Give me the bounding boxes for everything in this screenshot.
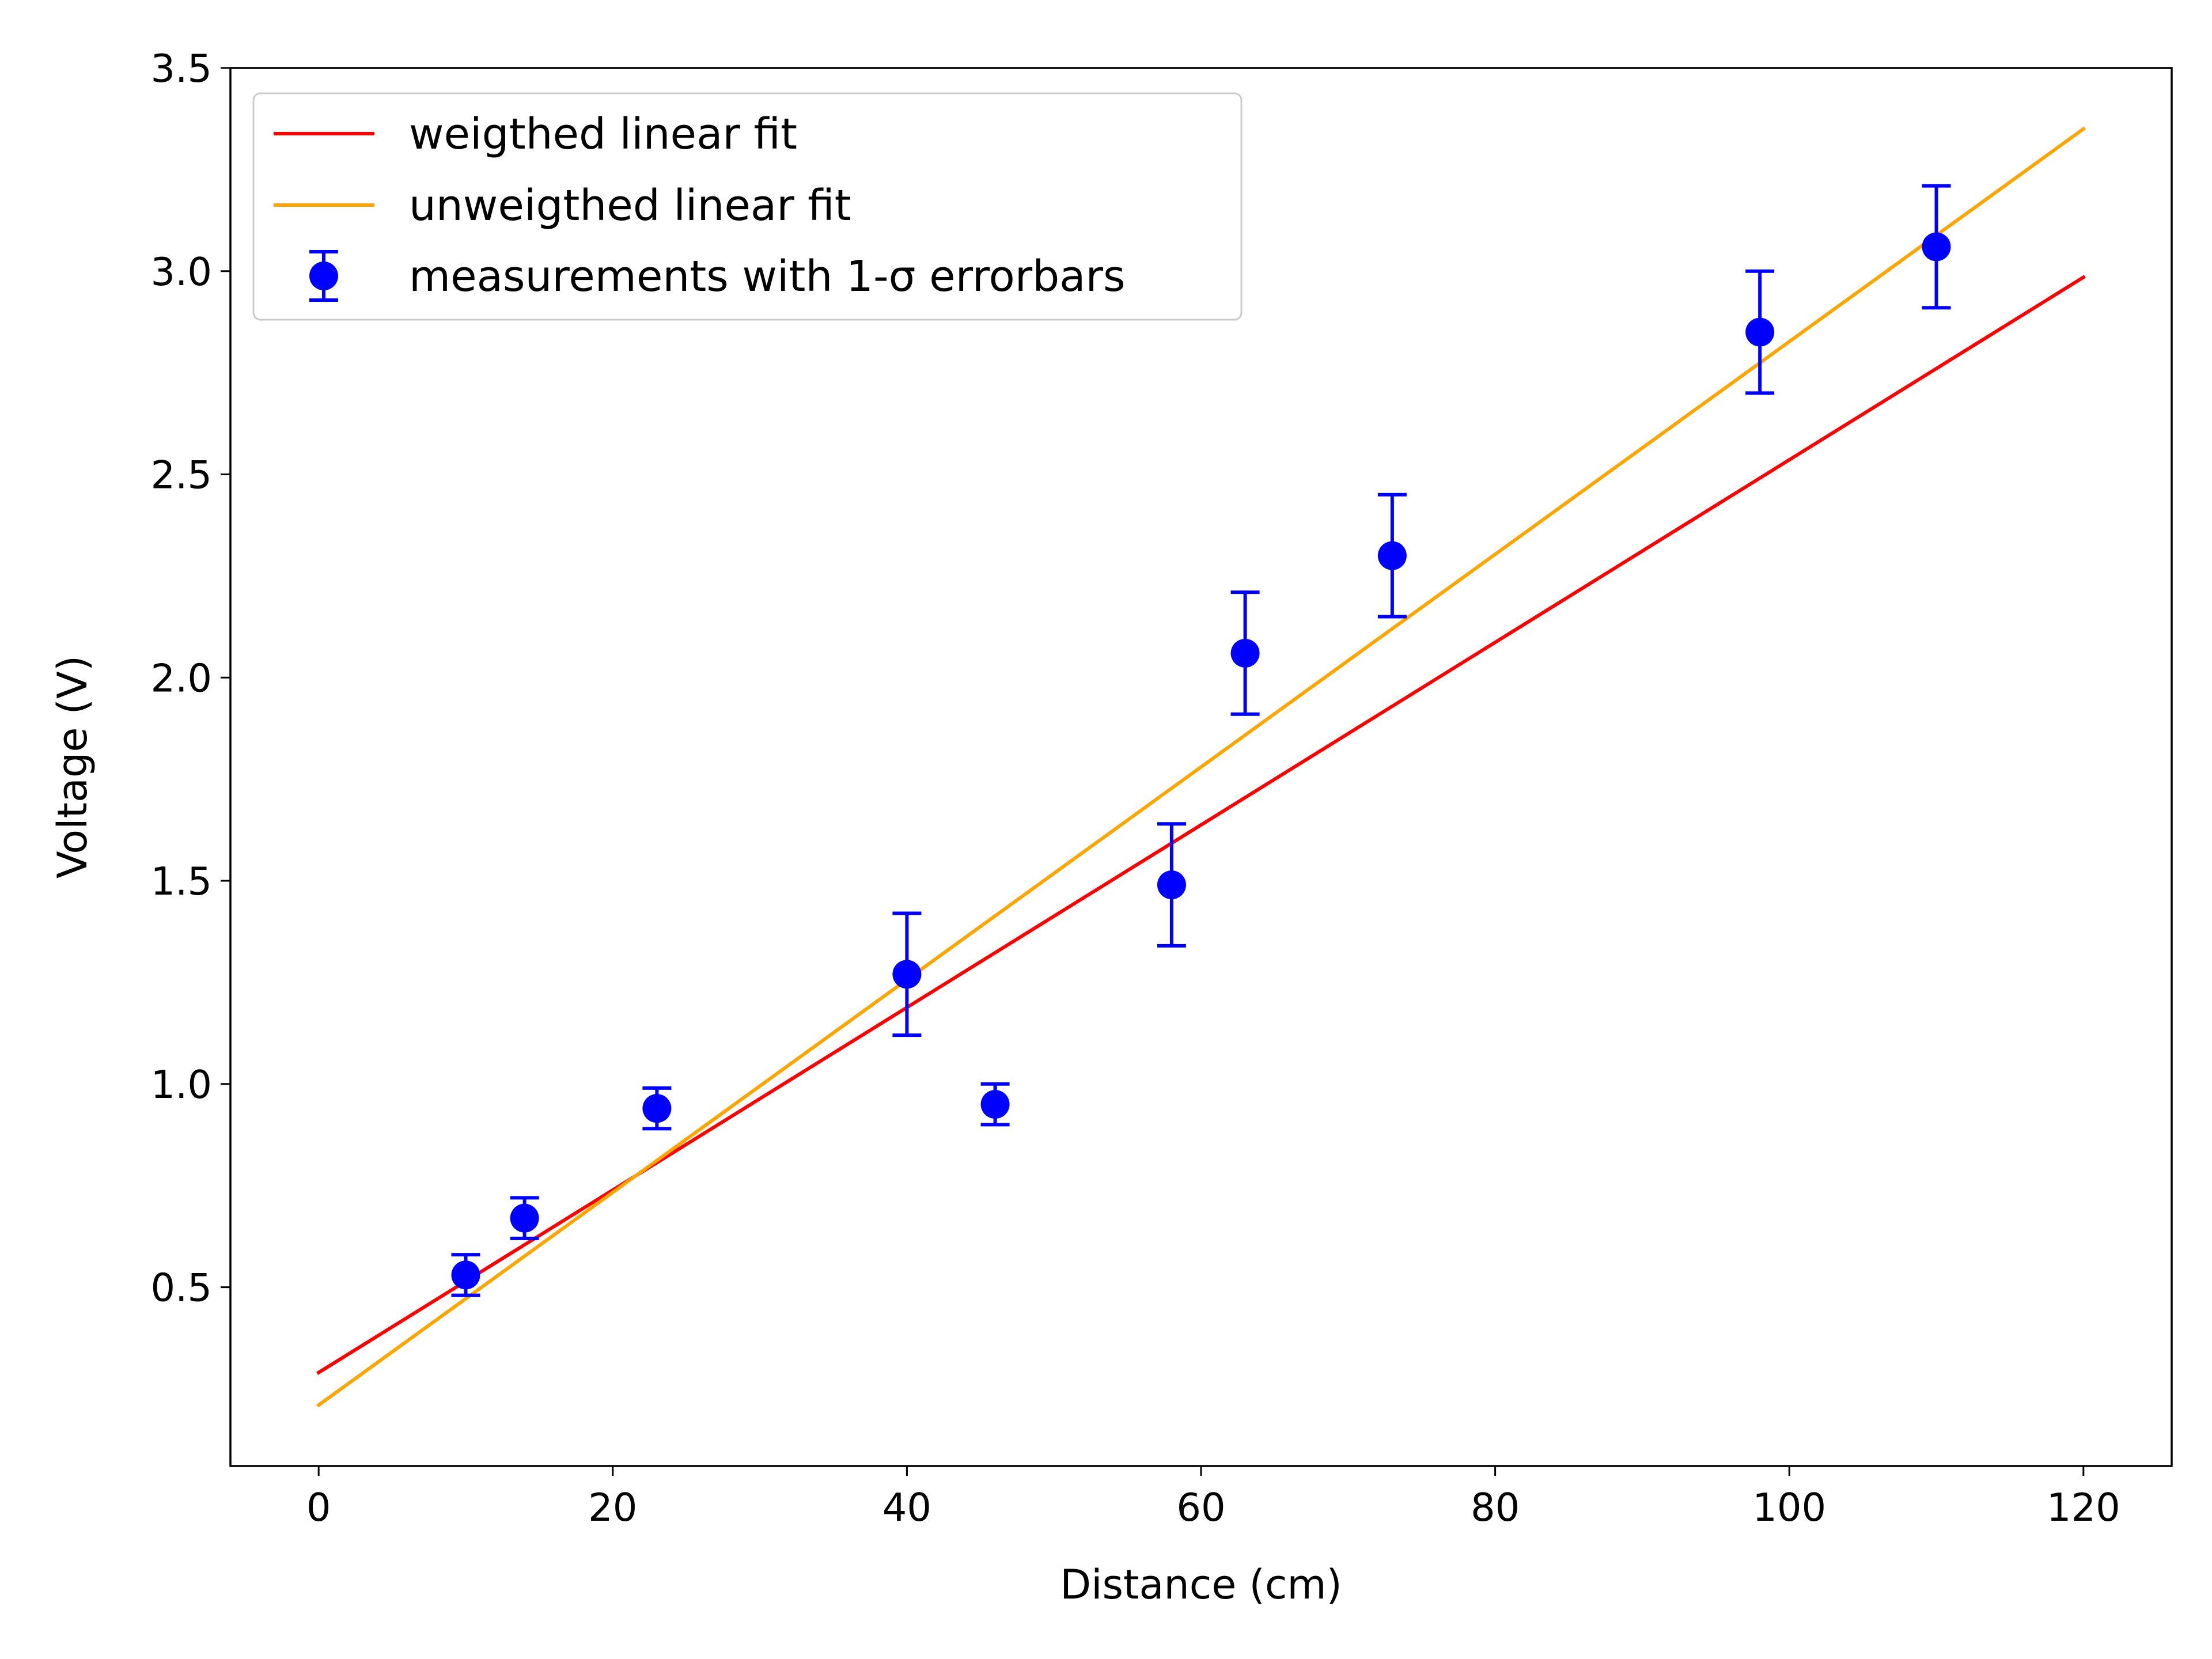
x-tick-label: 80 bbox=[1471, 1485, 1520, 1530]
x-axis-label: Distance (cm) bbox=[1060, 1561, 1342, 1608]
data-point bbox=[980, 1090, 1010, 1119]
data-point bbox=[1157, 870, 1186, 900]
legend-label: unweigthed linear fit bbox=[409, 181, 851, 230]
series-line bbox=[316, 126, 2086, 1408]
x-tick-label: 40 bbox=[882, 1485, 931, 1530]
y-axis-label: Voltage (V) bbox=[49, 656, 96, 878]
data-point bbox=[1922, 232, 1951, 262]
data-point bbox=[642, 1094, 672, 1123]
legend-label: weigthed linear fit bbox=[409, 109, 797, 159]
y-tick-label: 1.5 bbox=[150, 859, 212, 904]
y-tick-label: 2.0 bbox=[150, 656, 212, 700]
x-tick-label: 120 bbox=[2047, 1485, 2120, 1530]
legend-box bbox=[252, 92, 1243, 321]
series-line bbox=[316, 275, 2086, 1375]
data-point bbox=[451, 1260, 480, 1290]
y-tick-label: 0.5 bbox=[150, 1266, 212, 1310]
y-tick-label: 3.0 bbox=[150, 249, 212, 294]
y-tick-label: 2.5 bbox=[150, 453, 212, 498]
legend: weigthed linear fit unweigthed linear fit… bbox=[252, 92, 1243, 321]
data-point bbox=[892, 960, 922, 989]
y-tick-label: 3.5 bbox=[150, 46, 212, 91]
data-point bbox=[1745, 317, 1775, 347]
x-tick-label: 60 bbox=[1176, 1485, 1225, 1530]
data-point bbox=[1377, 541, 1407, 570]
y-tick-label: 1.0 bbox=[150, 1062, 212, 1107]
legend-marker-swatch bbox=[309, 262, 338, 290]
x-axis: 0 20 40 60 80 100 120 bbox=[306, 1466, 2120, 1530]
x-tick-label: 100 bbox=[1752, 1485, 1826, 1530]
x-tick-label: 0 bbox=[306, 1485, 331, 1530]
x-tick-label: 20 bbox=[588, 1485, 637, 1530]
plot-area bbox=[316, 126, 2086, 1408]
data-point bbox=[510, 1203, 539, 1233]
y-axis: 0.5 1.0 1.5 2.0 2.5 3.0 3.5 bbox=[150, 46, 230, 1310]
data-point bbox=[1230, 638, 1260, 668]
legend-label: measurements with 1-σ errorbars bbox=[409, 252, 1126, 301]
